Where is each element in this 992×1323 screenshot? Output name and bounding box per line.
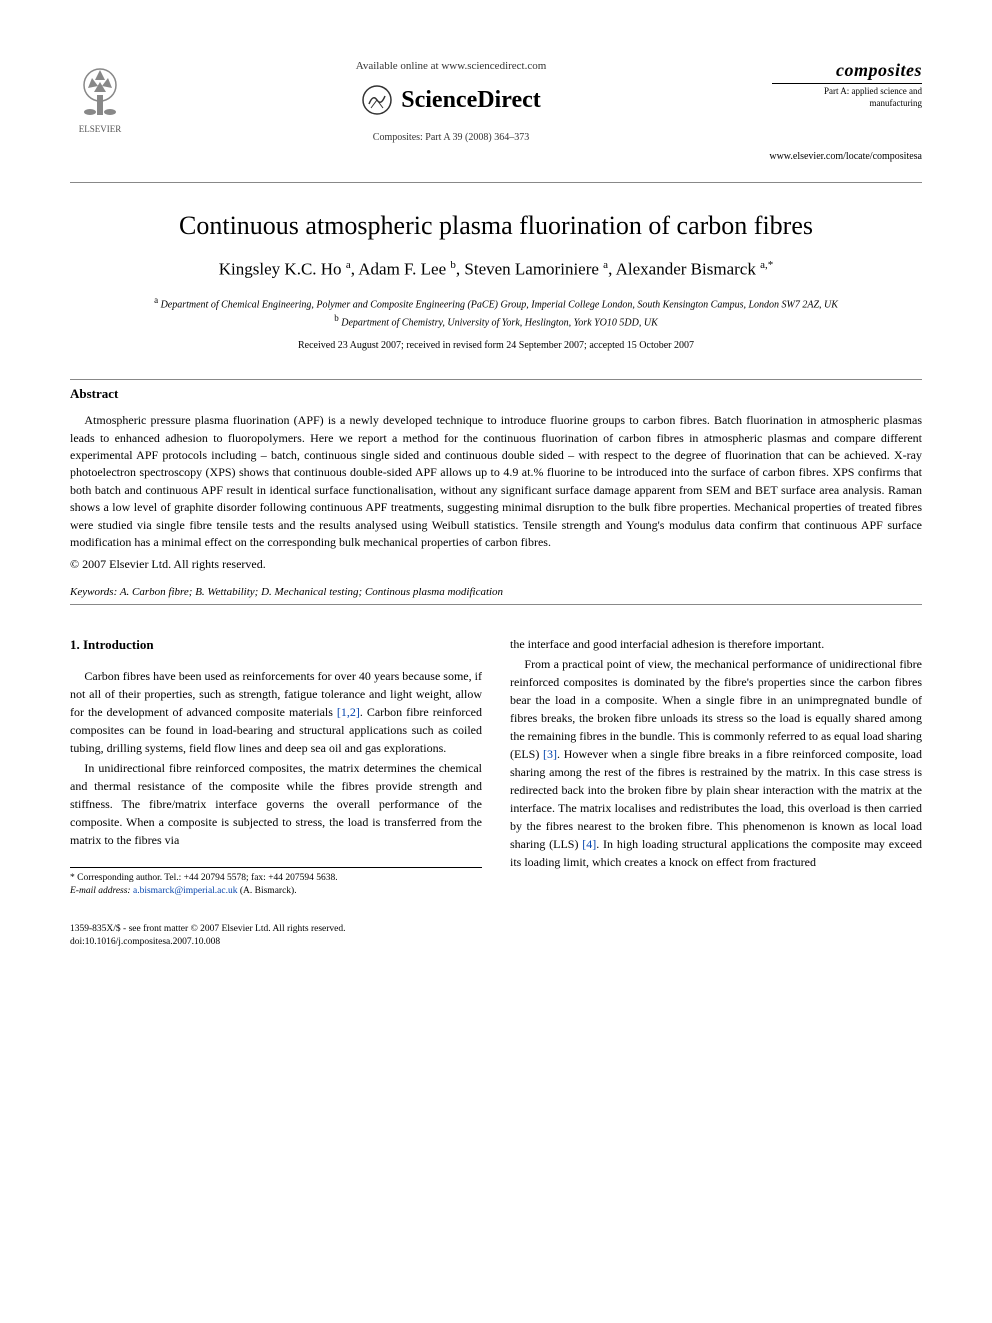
keywords-text: A. Carbon fibre; B. Wettability; D. Mech… bbox=[120, 586, 503, 598]
abstract-text: Atmospheric pressure plasma fluorination… bbox=[70, 412, 922, 551]
footer: 1359-835X/$ - see front matter © 2007 El… bbox=[70, 923, 922, 950]
affiliation-b: Department of Chemistry, University of Y… bbox=[341, 317, 658, 328]
affiliations: a Department of Chemical Engineering, Po… bbox=[70, 294, 922, 331]
footer-issn: 1359-835X/$ - see front matter © 2007 El… bbox=[70, 923, 922, 936]
ref-link-3[interactable]: [3] bbox=[543, 747, 557, 761]
available-online-text: Available online at www.sciencedirect.co… bbox=[130, 60, 772, 72]
received-dates: Received 23 August 2007; received in rev… bbox=[70, 340, 922, 351]
ref-link-1-2[interactable]: [1,2] bbox=[337, 705, 360, 719]
abstract-copyright: © 2007 Elsevier Ltd. All rights reserved… bbox=[70, 557, 922, 572]
divider bbox=[70, 182, 922, 183]
header-row: ELSEVIER Available online at www.science… bbox=[70, 60, 922, 143]
journal-box: composites Part A: applied science and m… bbox=[772, 60, 922, 109]
journal-reference: Composites: Part A 39 (2008) 364–373 bbox=[130, 132, 772, 143]
elsevier-tree-icon bbox=[70, 60, 130, 120]
sciencedirect-icon bbox=[361, 84, 393, 116]
sciencedirect-brand: ScienceDirect bbox=[361, 84, 541, 116]
journal-subtitle: Part A: applied science and manufacturin… bbox=[772, 83, 922, 109]
corr-email[interactable]: a.bismarck@imperial.ac.uk bbox=[133, 886, 238, 896]
journal-url: www.elsevier.com/locate/compositesa bbox=[70, 151, 922, 162]
authors: Kingsley K.C. Ho a, Adam F. Lee b, Steve… bbox=[70, 259, 922, 280]
intro-heading: 1. Introduction bbox=[70, 635, 482, 655]
affiliation-a: Department of Chemical Engineering, Poly… bbox=[161, 299, 838, 310]
divider bbox=[70, 604, 922, 605]
body-columns: 1. Introduction Carbon fibres have been … bbox=[70, 635, 922, 898]
corresponding-author: * Corresponding author. Tel.: +44 20794 … bbox=[70, 867, 482, 899]
center-header: Available online at www.sciencedirect.co… bbox=[130, 60, 772, 143]
intro-p2: In unidirectional fibre reinforced compo… bbox=[70, 759, 482, 849]
ref-link-4[interactable]: [4] bbox=[582, 837, 596, 851]
keywords: Keywords: A. Carbon fibre; B. Wettabilit… bbox=[70, 586, 922, 598]
keywords-label: Keywords: bbox=[70, 586, 117, 598]
corr-name: (A. Bismarck). bbox=[240, 886, 297, 896]
footer-doi: doi:10.1016/j.compositesa.2007.10.008 bbox=[70, 936, 922, 949]
right-column: the interface and good interfacial adhes… bbox=[510, 635, 922, 898]
elsevier-text: ELSEVIER bbox=[79, 124, 122, 134]
left-column: 1. Introduction Carbon fibres have been … bbox=[70, 635, 482, 898]
journal-title: composites bbox=[772, 60, 922, 81]
elsevier-logo: ELSEVIER bbox=[70, 60, 130, 134]
corr-line1: * Corresponding author. Tel.: +44 20794 … bbox=[70, 872, 482, 885]
intro-p1: Carbon fibres have been used as reinforc… bbox=[70, 667, 482, 757]
intro-p3: the interface and good interfacial adhes… bbox=[510, 635, 922, 653]
article-title: Continuous atmospheric plasma fluorinati… bbox=[70, 211, 922, 241]
abstract-heading: Abstract bbox=[70, 386, 922, 402]
intro-p4: From a practical point of view, the mech… bbox=[510, 655, 922, 871]
sciencedirect-text: ScienceDirect bbox=[401, 87, 541, 114]
email-label: E-mail address: bbox=[70, 886, 131, 896]
divider bbox=[70, 379, 922, 380]
